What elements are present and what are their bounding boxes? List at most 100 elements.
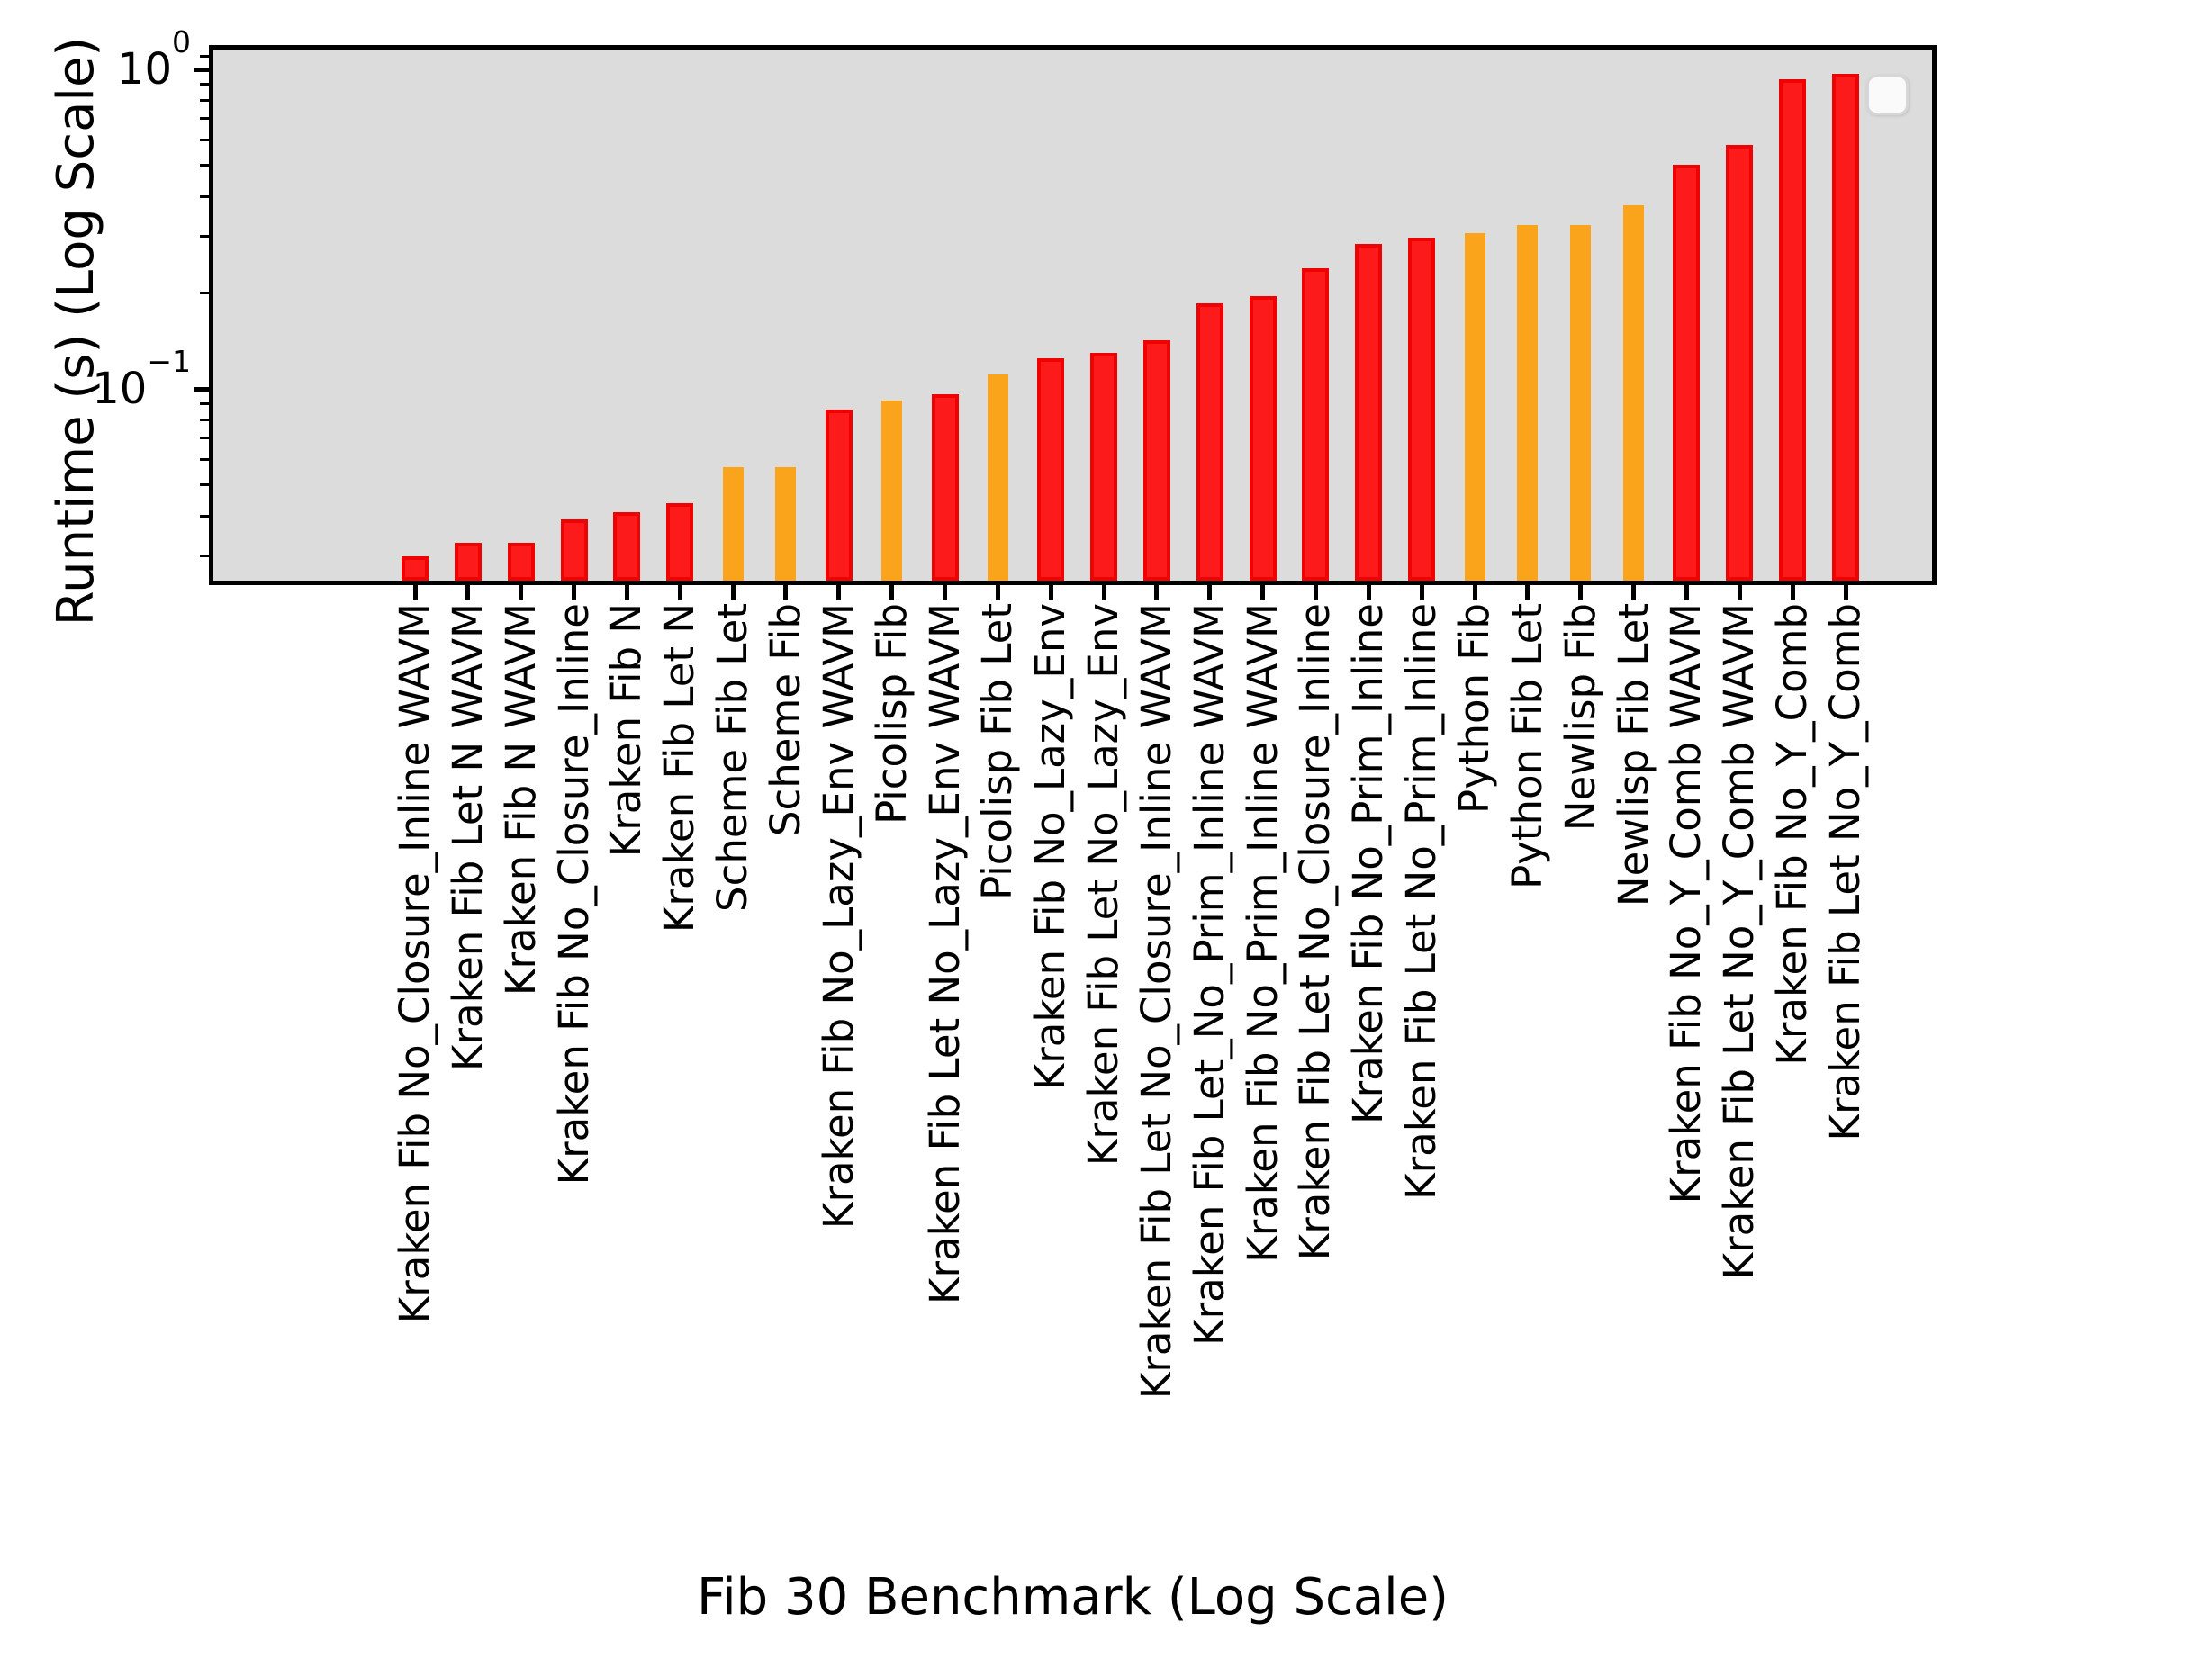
x-tick-label: Scheme Fib xyxy=(761,603,809,837)
x-tick xyxy=(572,585,577,600)
y-minor-tick xyxy=(200,418,209,421)
x-tick xyxy=(836,585,842,600)
x-tick xyxy=(1472,585,1477,600)
x-tick-label: Kraken Fib No_Lazy_Env WAVM xyxy=(814,603,862,1230)
x-tick-label: Kraken Fib No_Y_Comb WAVM xyxy=(1662,603,1711,1204)
x-tick-label: Kraken Fib Let No_Prim_Inline xyxy=(1397,603,1446,1200)
y-minor-tick xyxy=(200,483,209,487)
bar xyxy=(1355,244,1383,581)
x-tick xyxy=(1684,585,1689,600)
bar xyxy=(1779,79,1807,581)
bar xyxy=(1623,205,1645,581)
x-tick xyxy=(1737,585,1742,600)
y-minor-tick xyxy=(200,291,209,294)
y-minor-tick xyxy=(200,514,209,518)
y-minor-tick xyxy=(200,235,209,239)
bar xyxy=(931,394,959,581)
x-tick xyxy=(1525,585,1530,600)
x-axis-title: Fib 30 Benchmark (Log Scale) xyxy=(696,1568,1449,1627)
x-tick-label: Kraken Fib No_Closure_Inline WAVM xyxy=(391,603,438,1324)
x-tick xyxy=(1207,585,1213,600)
x-tick xyxy=(943,585,948,600)
x-tick xyxy=(624,585,629,600)
plot-area xyxy=(209,45,1937,585)
bar xyxy=(507,542,535,581)
y-tick-exponent: 0 xyxy=(172,23,191,59)
x-tick xyxy=(1101,585,1106,600)
y-minor-tick xyxy=(200,401,209,405)
y-minor-tick xyxy=(200,164,209,167)
x-tick-label: Kraken Fib No_Lazy_Env xyxy=(1026,603,1075,1091)
x-tick xyxy=(995,585,1000,600)
y-minor-tick xyxy=(200,194,209,198)
x-tick-label: Picolisp Fib xyxy=(867,603,916,825)
bar xyxy=(1464,233,1485,581)
x-tick-label: Kraken Fib Let No_Closure_Inline WAVM xyxy=(1132,603,1180,1400)
bar xyxy=(560,519,588,581)
x-tick-label: Kraken Fib Let No_Lazy_Env WAVM xyxy=(920,603,969,1304)
bar xyxy=(1090,352,1118,581)
x-tick-label: Kraken Fib Let N xyxy=(655,603,704,933)
y-minor-tick xyxy=(200,98,209,102)
x-tick xyxy=(677,585,682,600)
x-tick xyxy=(1631,585,1637,600)
bar xyxy=(1832,74,1859,581)
y-minor-tick xyxy=(200,458,209,462)
bar xyxy=(613,512,641,581)
x-tick-label: Picolisp Fib Let xyxy=(973,603,1022,900)
x-tick xyxy=(783,585,789,600)
x-tick xyxy=(889,585,895,600)
bar xyxy=(1302,268,1330,581)
x-tick xyxy=(1790,585,1795,600)
legend-box xyxy=(1866,75,1909,115)
y-axis-title: Runtime (s) (Log Scale) xyxy=(47,36,105,627)
x-tick xyxy=(1048,585,1053,600)
y-minor-tick xyxy=(200,117,209,121)
x-tick-label: Kraken Fib Let N WAVM xyxy=(443,603,492,1071)
x-tick xyxy=(730,585,736,600)
x-tick-label: Python Fib Let xyxy=(1503,603,1551,889)
bar xyxy=(1517,224,1539,581)
x-tick-label: Kraken Fib Let No_Y_Comb WAVM xyxy=(1715,603,1764,1280)
bar xyxy=(1037,357,1065,581)
y-major-tick xyxy=(194,68,209,72)
y-minor-tick xyxy=(200,139,209,142)
y-tick-label: 100 xyxy=(116,23,191,95)
bar xyxy=(1726,144,1754,581)
bar xyxy=(881,400,903,581)
x-tick xyxy=(1366,585,1371,600)
bar xyxy=(1408,238,1436,581)
bar xyxy=(454,542,482,581)
x-tick xyxy=(1313,585,1318,600)
x-tick-label: Kraken Fib No_Prim_Inline xyxy=(1344,603,1393,1124)
y-minor-tick xyxy=(200,555,209,558)
x-tick xyxy=(1419,585,1424,600)
x-tick-label: Kraken Fib Let_No_Prim_Inline WAVM xyxy=(1185,603,1233,1346)
x-tick-label: Newlisp Fib Let xyxy=(1609,603,1657,907)
x-tick xyxy=(1578,585,1584,600)
y-major-tick xyxy=(194,387,209,392)
bar xyxy=(1142,339,1170,581)
x-tick-label: Kraken Fib No_Closure_Inline xyxy=(549,603,598,1186)
x-tick xyxy=(1260,585,1266,600)
y-tick-exponent: −1 xyxy=(147,343,191,379)
x-tick xyxy=(519,585,524,600)
bar xyxy=(402,555,429,581)
bar xyxy=(825,410,853,581)
bar xyxy=(1570,224,1592,581)
x-tick xyxy=(465,585,471,600)
bar xyxy=(1673,164,1701,581)
x-tick-label: Kraken Fib Let No_Y_Comb xyxy=(1821,603,1869,1141)
x-tick-label: Newlisp Fib xyxy=(1556,603,1604,832)
x-tick xyxy=(412,585,418,600)
bar xyxy=(987,374,1008,581)
x-tick-label: Kraken Fib No_Prim_Inline WAVM xyxy=(1238,603,1287,1263)
bar xyxy=(1196,303,1223,581)
x-tick-label: Kraken Fib Let No_Lazy_Env xyxy=(1079,603,1128,1167)
bar xyxy=(666,502,694,581)
x-tick-label: Kraken Fib N WAVM xyxy=(496,603,545,996)
x-tick-label: Python Fib xyxy=(1450,603,1499,814)
y-minor-tick xyxy=(200,54,209,58)
bar xyxy=(1249,296,1277,581)
